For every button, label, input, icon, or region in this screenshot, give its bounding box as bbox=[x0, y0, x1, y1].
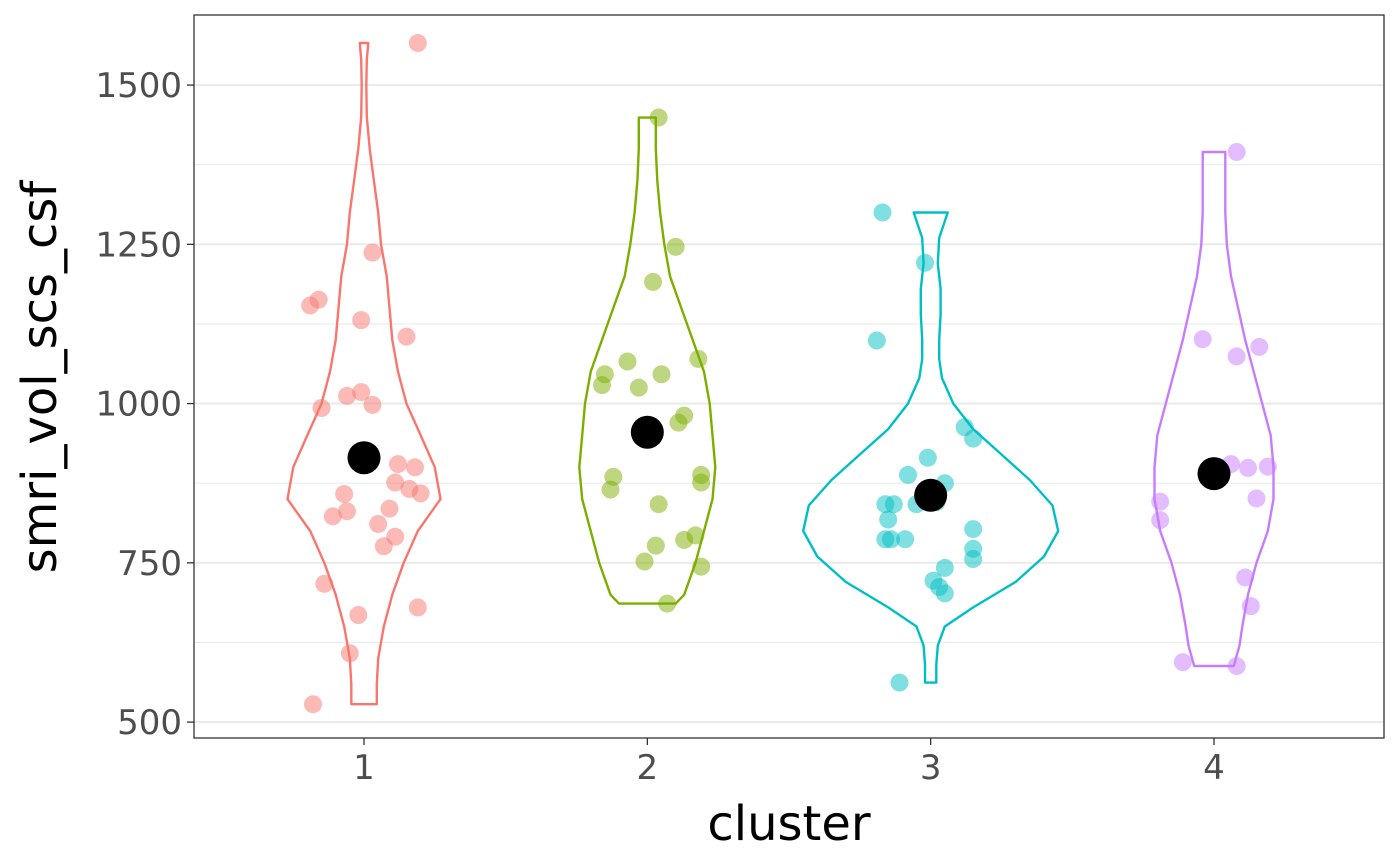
x-tick-label: 3 bbox=[920, 748, 942, 788]
y-tick-label: 750 bbox=[117, 544, 182, 584]
violins bbox=[286, 41, 1275, 706]
data-point-cluster-2 bbox=[658, 594, 677, 613]
data-point-cluster-2 bbox=[646, 536, 665, 555]
data-point-cluster-2 bbox=[692, 557, 711, 576]
mean-marker-cluster-2 bbox=[630, 415, 664, 449]
data-point-cluster-3 bbox=[918, 448, 937, 467]
data-point-cluster-1 bbox=[309, 290, 328, 309]
mean-marker-cluster-4 bbox=[1197, 457, 1231, 491]
data-point-cluster-4 bbox=[1151, 492, 1170, 511]
data-point-cluster-1 bbox=[304, 695, 322, 714]
data-point-cluster-3 bbox=[964, 539, 983, 558]
data-point-cluster-3 bbox=[867, 331, 886, 350]
x-tick-label: 1 bbox=[353, 748, 375, 788]
data-point-cluster-2 bbox=[652, 365, 671, 384]
data-point-cluster-2 bbox=[692, 465, 711, 484]
data-point-cluster-3 bbox=[899, 465, 917, 484]
data-point-cluster-1 bbox=[406, 458, 424, 477]
data-point-cluster-1 bbox=[408, 598, 427, 617]
data-point-cluster-1 bbox=[349, 606, 368, 625]
mean-markers bbox=[347, 415, 1231, 512]
data-point-cluster-3 bbox=[884, 495, 903, 514]
data-point-cluster-2 bbox=[675, 406, 694, 425]
data-point-cluster-3 bbox=[916, 253, 934, 272]
data-point-cluster-1 bbox=[389, 455, 407, 474]
data-point-cluster-1 bbox=[312, 399, 331, 418]
y-axis: 500 750 1000 1250 1500 bbox=[95, 66, 194, 743]
data-point-cluster-2 bbox=[686, 526, 705, 545]
data-point-cluster-2 bbox=[689, 349, 708, 368]
mean-marker-cluster-1 bbox=[347, 441, 381, 475]
data-point-cluster-1 bbox=[369, 514, 388, 533]
data-point-cluster-4 bbox=[1227, 347, 1246, 366]
data-point-cluster-2 bbox=[595, 365, 614, 384]
data-point-cluster-3 bbox=[896, 530, 915, 549]
y-axis-title: smri_vol_scs_csf bbox=[12, 180, 68, 574]
violin-cluster-1 bbox=[286, 41, 442, 706]
data-point-cluster-1 bbox=[380, 499, 399, 518]
major-gridlines bbox=[194, 83, 1384, 724]
data-point-cluster-3 bbox=[890, 673, 909, 692]
mean-marker-cluster-3 bbox=[914, 478, 948, 512]
data-point-cluster-4 bbox=[1193, 330, 1212, 349]
data-point-cluster-2 bbox=[604, 467, 623, 486]
data-point-cluster-4 bbox=[1250, 337, 1269, 356]
data-point-cluster-4 bbox=[1241, 597, 1260, 616]
x-axis: 1 2 3 4 bbox=[353, 738, 1225, 788]
data-point-cluster-4 bbox=[1258, 457, 1277, 476]
data-point-cluster-1 bbox=[386, 527, 405, 546]
data-point-cluster-1 bbox=[335, 485, 354, 504]
data-point-cluster-3 bbox=[955, 418, 974, 437]
data-point-cluster-2 bbox=[666, 237, 685, 256]
data-point-cluster-2 bbox=[629, 378, 648, 397]
data-point-cluster-4 bbox=[1151, 511, 1170, 530]
y-tick-label: 1000 bbox=[95, 385, 182, 425]
data-point-cluster-1 bbox=[397, 327, 416, 346]
data-point-cluster-3 bbox=[879, 510, 898, 529]
y-tick-label: 1500 bbox=[95, 66, 182, 106]
data-point-cluster-3 bbox=[924, 571, 943, 590]
data-point-cluster-1 bbox=[363, 395, 382, 414]
data-point-cluster-2 bbox=[644, 272, 662, 291]
data-point-cluster-1 bbox=[338, 386, 356, 405]
x-axis-title: cluster bbox=[707, 796, 871, 852]
data-point-cluster-1 bbox=[323, 507, 342, 526]
data-point-cluster-4 bbox=[1236, 568, 1255, 587]
violin-cluster-3 bbox=[802, 211, 1060, 684]
data-point-cluster-3 bbox=[882, 530, 900, 549]
data-point-cluster-3 bbox=[935, 558, 954, 577]
y-tick-label: 500 bbox=[117, 703, 182, 743]
violin-cluster-4 bbox=[1153, 150, 1275, 668]
data-point-cluster-2 bbox=[649, 495, 668, 514]
data-point-cluster-1 bbox=[340, 644, 359, 663]
data-point-cluster-4 bbox=[1239, 458, 1257, 477]
data-point-cluster-4 bbox=[1227, 142, 1246, 161]
data-point-cluster-2 bbox=[649, 108, 668, 127]
data-point-cluster-1 bbox=[338, 502, 356, 521]
data-point-cluster-1 bbox=[352, 383, 371, 402]
panel-background bbox=[194, 15, 1384, 738]
data-point-cluster-1 bbox=[386, 473, 405, 492]
panel-border bbox=[193, 14, 1385, 739]
plot-panel bbox=[193, 14, 1385, 739]
data-point-cluster-3 bbox=[873, 203, 892, 222]
data-point-cluster-4 bbox=[1227, 657, 1246, 676]
data-point-cluster-3 bbox=[964, 520, 983, 539]
data-point-cluster-1 bbox=[352, 311, 371, 330]
violin-cluster-2 bbox=[578, 116, 717, 605]
data-point-cluster-1 bbox=[408, 34, 427, 53]
data-point-cluster-1 bbox=[400, 479, 419, 498]
data-point-cluster-2 bbox=[618, 352, 637, 371]
data-point-cluster-4 bbox=[1173, 653, 1192, 672]
x-tick-label: 4 bbox=[1203, 748, 1225, 788]
data-point-cluster-2 bbox=[635, 552, 654, 571]
x-tick-label: 2 bbox=[637, 748, 659, 788]
data-point-cluster-4 bbox=[1247, 489, 1266, 508]
y-tick-label: 1250 bbox=[95, 225, 182, 265]
data-point-cluster-1 bbox=[315, 574, 334, 593]
data-point-cluster-1 bbox=[363, 243, 382, 262]
